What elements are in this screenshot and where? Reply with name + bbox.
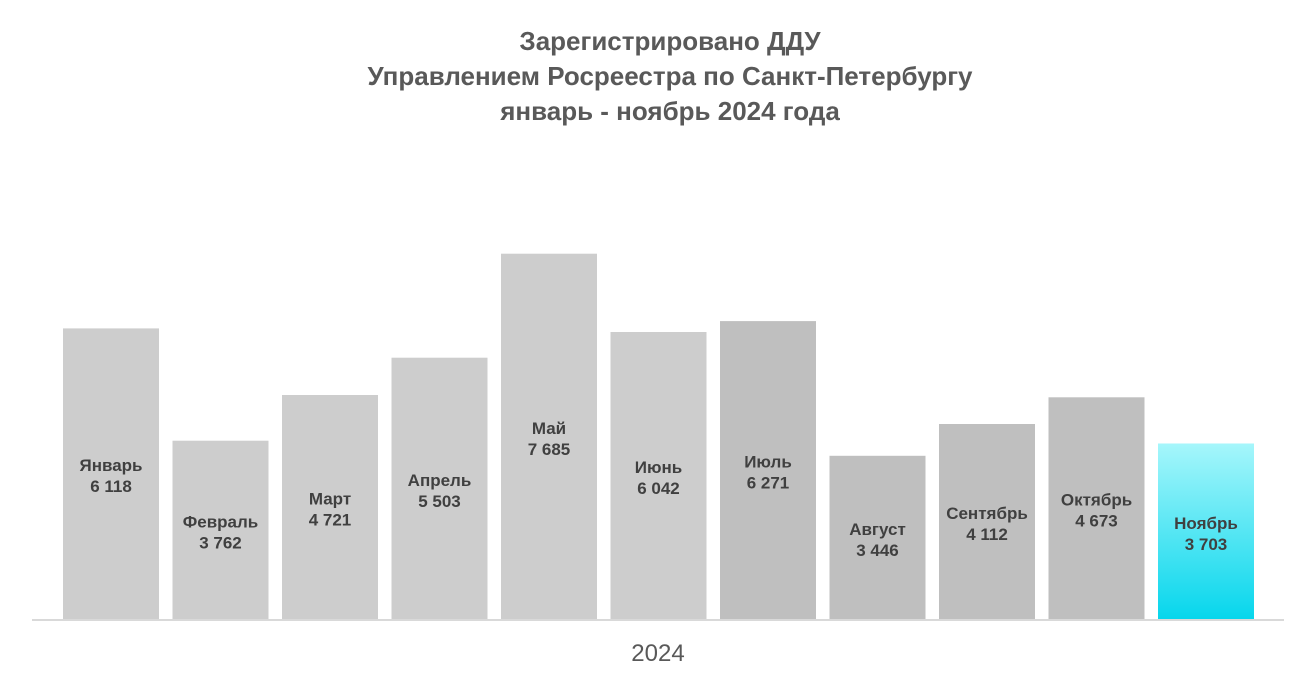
bar-category-label-11: Ноябрь <box>1174 514 1238 533</box>
chart-title-line-1: Зарегистрировано ДДУ <box>519 26 821 56</box>
bar-category-label-5: Май <box>532 419 566 438</box>
chart-title: Зарегистрировано ДДУ Управлением Росреес… <box>0 24 1316 129</box>
bar-2 <box>172 440 269 620</box>
bar-category-label-10: Октябрь <box>1061 491 1132 510</box>
bar-10 <box>1048 397 1145 620</box>
bar-category-label-4: Апрель <box>408 471 472 490</box>
bars-layer <box>63 253 1254 620</box>
bar-value-label-5: 7 685 <box>528 440 571 459</box>
bar-category-label-9: Сентябрь <box>946 504 1028 523</box>
bar-value-label-11: 3 703 <box>1185 535 1228 554</box>
bar-value-label-3: 4 721 <box>309 511 352 530</box>
bar-category-label-8: Август <box>849 520 906 539</box>
bar-5 <box>501 253 597 620</box>
bar-value-label-8: 3 446 <box>856 541 899 560</box>
bar-11 <box>1158 443 1254 620</box>
chart-title-line-2: Управлением Росреестра по Санкт-Петербур… <box>367 61 973 91</box>
bar-1 <box>63 328 159 620</box>
bar-value-label-9: 4 112 <box>966 525 1008 544</box>
bar-category-label-7: Июль <box>744 453 792 472</box>
bar-3 <box>282 395 378 620</box>
bar-7 <box>720 321 816 620</box>
bar-category-label-1: Январь <box>79 456 142 475</box>
bar-value-label-1: 6 118 <box>90 477 132 496</box>
bar-value-label-4: 5 503 <box>418 492 461 511</box>
bar-value-label-2: 3 762 <box>199 533 242 552</box>
chart-title-line-3: январь - ноябрь 2024 года <box>500 96 840 126</box>
x-axis-category-label: 2024 <box>631 640 684 667</box>
bar-category-label-3: Март <box>309 490 351 509</box>
bar-value-label-7: 6 271 <box>747 474 790 493</box>
bar-8 <box>829 455 926 620</box>
bar-9 <box>939 424 1035 620</box>
labels-layer: Январь 6 118 Февраль 3 762 Март 4 721 Апрель 5 … <box>79 419 1237 560</box>
bar-6 <box>610 332 707 620</box>
bar-value-label-10: 4 673 <box>1075 512 1118 531</box>
bar-4 <box>391 357 488 620</box>
bar-category-label-2: Февраль <box>183 512 259 531</box>
bar-category-label-6: Июнь <box>635 458 682 477</box>
bar-value-label-6: 6 042 <box>637 479 680 498</box>
